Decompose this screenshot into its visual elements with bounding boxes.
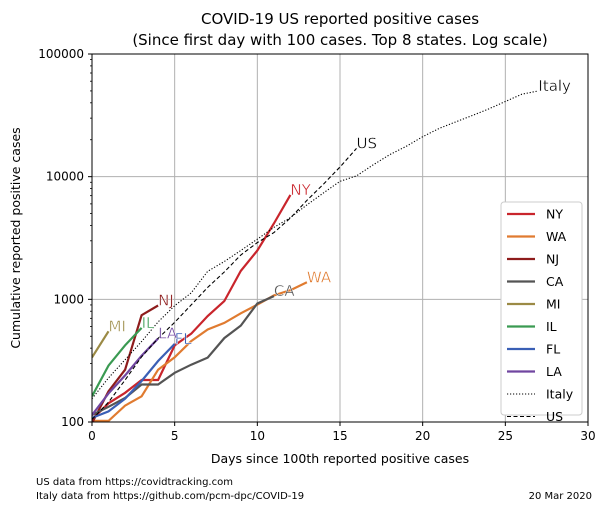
x-tick-label: 25 bbox=[498, 429, 513, 443]
legend-box bbox=[500, 201, 583, 416]
series-line-ny bbox=[92, 194, 292, 421]
x-tick-label: 10 bbox=[250, 429, 265, 443]
series-lines bbox=[92, 90, 539, 422]
legend: NY WA NJ CA MI IL FL LA Italy US bbox=[500, 201, 583, 424]
chart-date: 20 Mar 2020 bbox=[528, 491, 592, 502]
y-axis-label: Cumulative reported positive cases bbox=[8, 127, 23, 348]
series-end-label-nj: NJ bbox=[158, 292, 174, 310]
legend-label-us: US bbox=[546, 409, 563, 424]
series-line-fl bbox=[92, 343, 176, 419]
y-tick-label: 100 bbox=[61, 415, 84, 429]
series-line-la bbox=[92, 337, 159, 416]
chart-title: COVID-19 US reported positive cases bbox=[201, 10, 479, 28]
legend-label-mi: MI bbox=[546, 297, 560, 312]
series-line-us bbox=[92, 148, 357, 420]
series-line-il bbox=[92, 327, 143, 397]
legend-label-nj: NJ bbox=[546, 252, 559, 267]
series-end-label-fl: FL bbox=[175, 330, 193, 348]
series-end-label-wa: WA bbox=[307, 268, 332, 286]
legend-label-ca: CA bbox=[546, 274, 564, 289]
series-end-label-italy: Italy bbox=[538, 77, 571, 95]
source-italy: Italy data from https://github.com/pcm-d… bbox=[36, 491, 305, 502]
legend-label-ny: NY bbox=[546, 207, 563, 222]
axis-ticks: 0 5 10 15 20 25 30 100 1000 10000 100000 bbox=[38, 47, 595, 443]
legend-label-wa: WA bbox=[546, 229, 567, 244]
y-tick-label: 1000 bbox=[53, 292, 84, 306]
series-end-label-ca: CA bbox=[274, 282, 295, 300]
series-end-label-mi: MI bbox=[109, 317, 126, 335]
series-line-mi bbox=[92, 330, 110, 358]
series-line-italy bbox=[92, 90, 539, 400]
legend-label-fl: FL bbox=[546, 342, 560, 357]
legend-label-italy: Italy bbox=[546, 387, 574, 402]
series-end-label-la: LA bbox=[158, 325, 178, 343]
y-tick-label: 100000 bbox=[38, 47, 84, 61]
source-us: US data from https://covidtracking.com bbox=[36, 477, 233, 488]
series-end-label-il: IL bbox=[142, 314, 155, 332]
chart-subtitle: (Since first day with 100 cases. Top 8 s… bbox=[132, 31, 547, 49]
y-tick-label: 10000 bbox=[46, 170, 84, 184]
legend-label-la: LA bbox=[546, 364, 562, 379]
series-end-label-us: US bbox=[357, 134, 378, 152]
legend-label-il: IL bbox=[546, 319, 557, 334]
x-tick-label: 20 bbox=[415, 429, 430, 443]
x-tick-label: 30 bbox=[580, 429, 595, 443]
x-tick-label: 15 bbox=[332, 429, 347, 443]
series-end-label-ny: NY bbox=[290, 181, 311, 199]
x-tick-label: 0 bbox=[88, 429, 96, 443]
x-tick-label: 5 bbox=[171, 429, 179, 443]
x-axis-label: Days since 100th reported positive cases bbox=[211, 451, 469, 466]
